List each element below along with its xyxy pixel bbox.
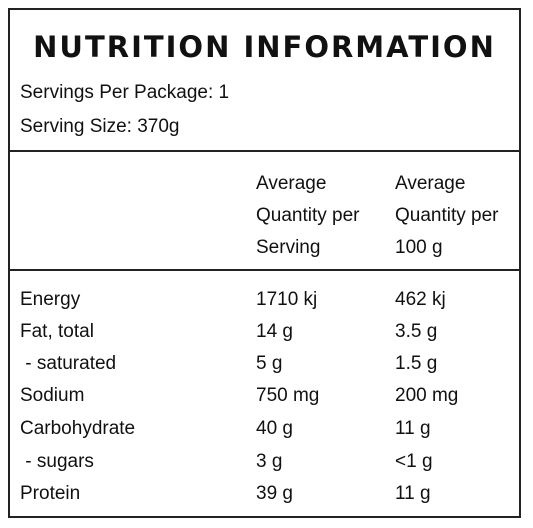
- per-serving-value: 39 g: [256, 483, 293, 504]
- panel-title: NUTRITION INFORMATION: [33, 30, 496, 64]
- per-serving-value: 5 g: [256, 353, 283, 374]
- per-serving-value: 40 g: [256, 418, 293, 439]
- column-header-line: Average: [256, 173, 327, 194]
- nutrient-name: - saturated: [20, 353, 117, 374]
- table-row: - saturated 5 g 1.5 g: [10, 353, 519, 385]
- nutrition-panel: NUTRITION INFORMATION Servings Per Packa…: [8, 8, 521, 518]
- divider-top: [10, 150, 519, 152]
- table-row: Fat, total 14 g 3.5 g: [10, 321, 519, 353]
- per-serving-value: 14 g: [256, 321, 293, 342]
- table-row: Protein 39 g 11 g: [10, 483, 519, 515]
- table-row: - sugars 3 g <1 g: [10, 451, 519, 483]
- divider-middle: [10, 269, 519, 271]
- per-100g-value: 3.5 g: [395, 321, 438, 342]
- per-100g-value: 11 g: [395, 483, 431, 504]
- column-header-line: 100 g: [395, 237, 443, 258]
- nutrient-name: Energy: [20, 289, 81, 310]
- nutrient-name: Protein: [20, 483, 81, 504]
- column-header-line: Quantity per: [256, 205, 360, 226]
- per-serving-value: 750 mg: [256, 385, 320, 406]
- table-row: Energy 1710 kj 462 kj: [10, 289, 519, 321]
- column-header-per-100g: Average Quantity per 100 g: [395, 168, 525, 264]
- column-header-line: Quantity per: [395, 205, 499, 226]
- table-row: Sodium 750 mg 200 mg: [10, 385, 519, 417]
- nutrient-name: - sugars: [20, 451, 94, 472]
- nutrient-name: Carbohydrate: [20, 418, 136, 439]
- per-100g-value: 200 mg: [395, 385, 459, 406]
- per-100g-value: 1.5 g: [395, 353, 438, 374]
- per-100g-value: 462 kj: [395, 289, 446, 310]
- serving-size: Serving Size: 370g: [20, 116, 180, 137]
- servings-per-package: Servings Per Package: 1: [20, 82, 230, 103]
- table-row: Carbohydrate 40 g 11 g: [10, 418, 519, 450]
- per-serving-value: 3 g: [256, 451, 283, 472]
- nutrient-name: Fat, total: [20, 321, 94, 342]
- column-header-line: Average: [395, 173, 466, 194]
- per-100g-value: 11 g: [395, 418, 431, 439]
- column-header-per-serving: Average Quantity per Serving: [256, 168, 386, 264]
- column-header-line: Serving: [256, 237, 321, 258]
- per-100g-value: <1 g: [395, 451, 433, 472]
- nutrient-name: Sodium: [20, 385, 85, 406]
- per-serving-value: 1710 kj: [256, 289, 318, 310]
